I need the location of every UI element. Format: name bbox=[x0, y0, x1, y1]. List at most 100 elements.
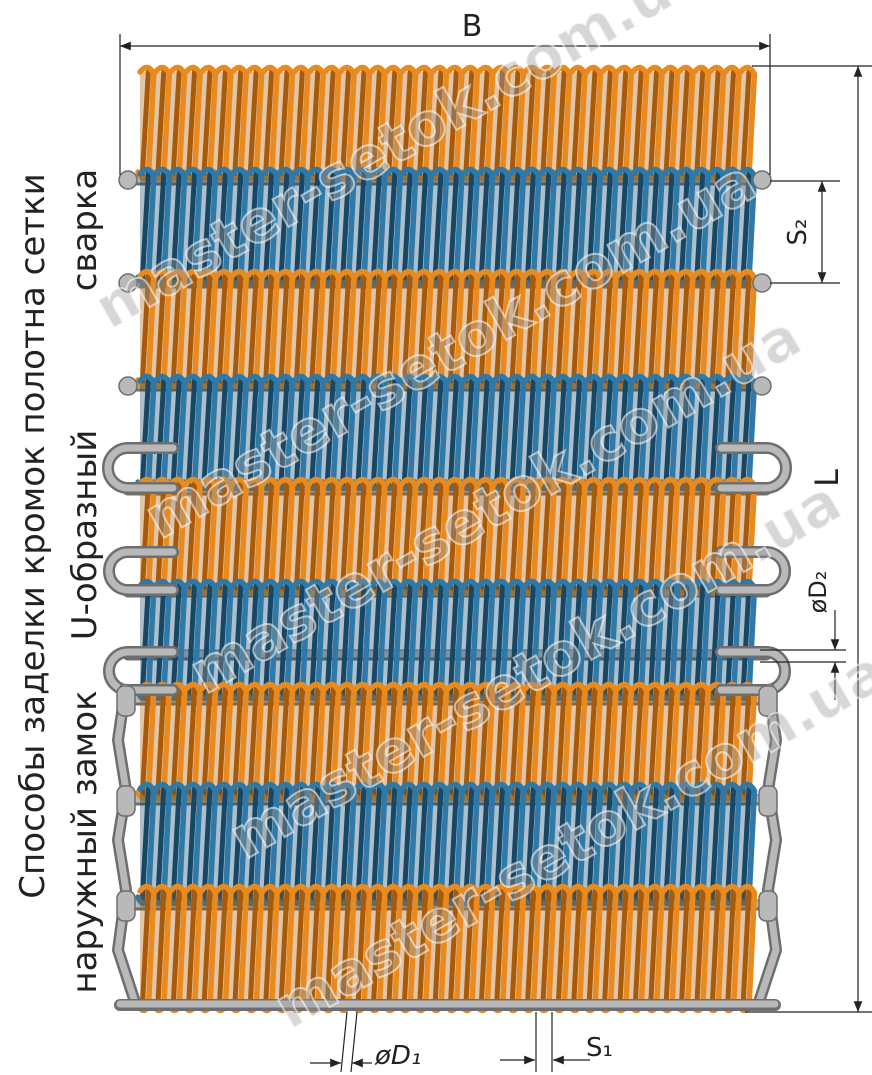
spiral-front-strand bbox=[335, 64, 357, 182]
spiral-back-strand bbox=[709, 886, 721, 1011]
spiral-back-strand bbox=[278, 886, 290, 1011]
spiral-front-strand bbox=[166, 268, 188, 390]
outer-lock-clip bbox=[758, 785, 778, 817]
spiral-front-strand bbox=[643, 373, 665, 492]
spiral-front-strand bbox=[366, 578, 388, 702]
spiral-front-strand bbox=[243, 268, 265, 390]
spiral-front-strand bbox=[658, 781, 681, 907]
spiral-back-strand bbox=[632, 684, 644, 799]
spiral-back-strand bbox=[463, 784, 475, 904]
spiral-back-strand bbox=[293, 479, 305, 594]
spiral-back-strand bbox=[324, 784, 336, 904]
spiral-back-strand bbox=[694, 67, 706, 179]
spiral-back-strand bbox=[663, 169, 675, 284]
spiral-back-strand bbox=[663, 479, 675, 594]
weld-bead bbox=[752, 376, 772, 396]
spiral-front-strand bbox=[504, 373, 527, 492]
spiral-front-strand bbox=[735, 166, 758, 287]
spiral-back-strand bbox=[186, 169, 198, 284]
spiral-back-strand bbox=[586, 684, 598, 799]
spiral-back-strand bbox=[417, 581, 429, 699]
spiral-front-strand bbox=[566, 781, 588, 907]
spiral-front-strand bbox=[320, 781, 342, 907]
spiral-front-strand bbox=[628, 373, 650, 492]
spiral-back-strand bbox=[186, 479, 198, 594]
spiral-front-strand bbox=[135, 781, 157, 907]
spiral-back-strand bbox=[247, 271, 259, 387]
spiral-back-strand bbox=[232, 784, 244, 904]
spiral-back-strand bbox=[340, 684, 352, 799]
spiral-front-strand bbox=[489, 681, 511, 802]
spiral-back-strand bbox=[678, 684, 690, 799]
spiral-front-strand bbox=[658, 166, 681, 287]
spiral-front-strand bbox=[350, 268, 373, 390]
spiral-back-strand bbox=[524, 684, 536, 799]
spiral-front-strand bbox=[243, 781, 265, 907]
spiral-back-strand bbox=[340, 376, 352, 489]
spiral-back-strand bbox=[386, 581, 398, 699]
spiral-row-8 bbox=[135, 781, 758, 907]
spiral-front-strand bbox=[335, 781, 357, 907]
spiral-back-strand bbox=[247, 684, 259, 799]
spiral-back-strand bbox=[232, 479, 244, 594]
spiral-back-strand bbox=[509, 376, 521, 489]
spiral-back-strand bbox=[309, 67, 321, 179]
spiral-front-strand bbox=[689, 578, 712, 702]
spiral-back-strand bbox=[740, 67, 752, 179]
spiral-back-strand bbox=[524, 581, 536, 699]
spiral-front-strand bbox=[658, 64, 681, 182]
spiral-front-strand bbox=[335, 578, 357, 702]
spiral-front-strand bbox=[181, 681, 203, 802]
spiral-front-strand bbox=[381, 268, 404, 390]
spiral-back-strand bbox=[678, 271, 690, 387]
spiral-front-strand bbox=[397, 373, 419, 492]
spiral-front-strand bbox=[320, 681, 342, 802]
spiral-front-strand bbox=[412, 476, 434, 597]
spiral-back-strand bbox=[324, 886, 336, 1011]
spiral-back-strand bbox=[617, 271, 629, 387]
spiral-front-strand bbox=[489, 268, 511, 390]
spiral-back-strand bbox=[139, 581, 151, 699]
spiral-front-strand bbox=[504, 64, 527, 182]
spiral-front-strand bbox=[735, 64, 758, 182]
spiral-front-strand bbox=[166, 578, 188, 702]
spiral-back-strand bbox=[447, 271, 459, 387]
spiral-back-strand bbox=[524, 67, 536, 179]
spiral-front-strand bbox=[458, 373, 481, 492]
dimension-wire-pitch: S₁ bbox=[500, 1012, 613, 1072]
dimension-width: B bbox=[119, 9, 771, 175]
spiral-front-strand bbox=[720, 268, 742, 390]
spiral-back-strand bbox=[571, 479, 583, 594]
spiral-back-strand bbox=[678, 67, 690, 179]
spiral-front-strand bbox=[735, 781, 758, 907]
spiral-front-strand bbox=[243, 64, 265, 182]
spiral-front-strand bbox=[227, 476, 250, 597]
spiral-front-strand bbox=[489, 64, 511, 182]
spiral-back-strand bbox=[494, 271, 506, 387]
spiral-back-strand bbox=[509, 479, 521, 594]
spiral-back-strand bbox=[478, 684, 490, 799]
spiral-back-strand bbox=[555, 169, 567, 284]
spiral-front-strand bbox=[243, 681, 265, 802]
spiral-front-strand bbox=[474, 64, 496, 182]
spiral-front-strand bbox=[628, 578, 650, 702]
spiral-front-strand bbox=[674, 781, 696, 907]
spiral-front-strand bbox=[689, 166, 712, 287]
spiral-back-strand bbox=[324, 684, 336, 799]
spiral-back-strand bbox=[340, 479, 352, 594]
spiral-back-strand bbox=[663, 784, 675, 904]
spiral-back-strand bbox=[494, 169, 506, 284]
spiral-back-strand bbox=[263, 479, 275, 594]
spiral-back-strand bbox=[324, 581, 336, 699]
spiral-front-strand bbox=[735, 268, 758, 390]
spiral-row-7 bbox=[135, 681, 758, 802]
spiral-back-strand bbox=[216, 376, 228, 489]
spiral-back-strand bbox=[309, 581, 321, 699]
spiral-front-strand bbox=[427, 64, 450, 182]
spiral-back-strand bbox=[401, 67, 413, 179]
spiral-front-strand bbox=[273, 166, 296, 287]
spiral-back-strand bbox=[725, 271, 737, 387]
spiral-front-strand bbox=[258, 373, 280, 492]
spiral-back-strand bbox=[463, 479, 475, 594]
spiral-front-strand bbox=[597, 476, 619, 597]
